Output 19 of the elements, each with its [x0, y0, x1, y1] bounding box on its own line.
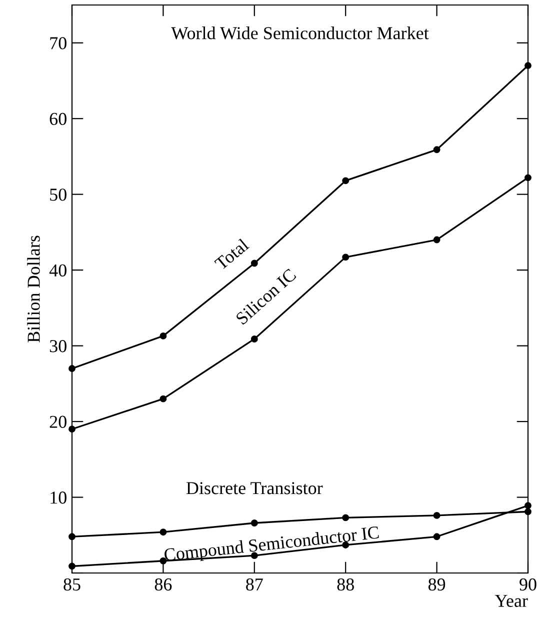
x-axis-title: Year	[494, 594, 528, 607]
y-tick-label: 40	[49, 264, 66, 277]
x-tick-label: 89	[428, 578, 446, 591]
y-tick-label: 10	[50, 492, 66, 504]
y-tick-label: 20	[50, 416, 66, 428]
x-tick-label: 85	[64, 578, 80, 591]
y-tick-label: 60	[50, 112, 66, 126]
x-tick-label: 87	[246, 578, 263, 591]
series-label: Discrete Transistor	[186, 482, 323, 494]
x-tick-label: 86	[154, 578, 172, 591]
y-tick-label: 50	[50, 188, 66, 201]
y-tick-label: 70	[50, 37, 66, 50]
y-axis-title: Billion Dollars	[27, 236, 40, 342]
text: Total	[214, 238, 250, 271]
text: World Wide Semiconductor Market	[171, 26, 429, 40]
x-tick-label: 90	[520, 578, 536, 591]
y-tick-label: 30	[50, 340, 66, 352]
text: Compound Semiconductor IC	[164, 526, 380, 565]
x-tick-label: 88	[337, 578, 354, 591]
